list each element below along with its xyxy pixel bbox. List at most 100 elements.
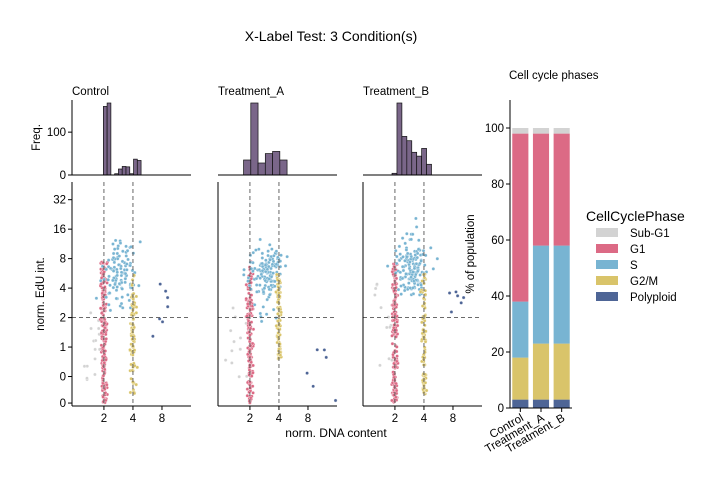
scatter-point [251,391,255,395]
scatter-point [111,251,116,256]
scatter-point [403,241,407,246]
scatter-point [431,267,436,271]
scatter-point [412,279,416,283]
scatter-point [107,302,111,307]
histogram-bar [106,102,112,176]
scatter-point [96,326,101,331]
bar-y-tick-label: 100 [485,123,504,135]
scatter-point [247,368,252,372]
scatter-point [252,303,257,307]
scatter-point [247,349,252,354]
scatter-point [285,254,289,259]
scatter-point [405,251,410,256]
scatter-point [101,374,106,378]
stacked-bar-segment [532,399,550,408]
scatter-x-tick-label: 8 [159,413,165,425]
scatter-point [398,252,402,256]
scatter-point [385,325,389,330]
scatter-point [129,362,133,367]
scatter-y-tick-label: 1 [60,342,66,354]
histogram-bar [411,151,418,176]
scatter-point [114,288,119,292]
scatter-point [112,260,117,265]
histogram-title: Treatment_A [218,86,284,98]
stacked-bar-segment [553,399,570,408]
scatter-panels: 2 4 8 0 0 1 2 4 8 16 32 norm. EdU int. 2 4 8 2 4 8 [35,182,482,425]
scatter-point [160,320,165,324]
scatter-point [409,237,413,242]
scatter-point [400,236,405,240]
scatter-point [447,291,452,295]
scatter-y-tick-label: 32 [53,195,66,207]
histogram-bar [396,102,403,176]
scatter-point [242,267,246,272]
scatter-point [103,325,107,330]
scatter-point [268,243,272,247]
scatter-point [120,259,125,264]
scatter-point [429,246,433,250]
scatter-point [99,316,104,320]
scatter-point [266,253,270,258]
legend-swatch [596,260,618,269]
scatter-point [260,261,264,266]
histogram-y-label: Freq. [31,124,43,151]
histogram-title: Treatment_B [363,86,429,98]
scatter-point [411,286,415,290]
scatter-point [404,248,409,252]
stacked-bar-segment [553,133,570,246]
scatter-point [414,272,418,277]
scatter-point [93,357,97,361]
stacked-bar-segment [532,343,550,400]
scatter-point [258,276,262,280]
histogram-bar [426,163,432,176]
scatter-point [99,282,104,286]
histogram-y-tick-label: 100 [47,127,66,139]
scatter-point [108,308,113,313]
scatter-point [268,258,272,262]
scatter-point [258,237,262,242]
scatter-point [390,334,394,338]
scatter-point [260,256,265,260]
scatter-x-tick-label: 2 [247,413,253,425]
scatter-point [276,282,281,286]
scatter-point [416,269,420,273]
scatter-point [259,319,264,324]
scatter-point [397,244,402,249]
scatter-point [251,327,256,332]
scatter-point [117,281,122,286]
scatter-point [392,318,396,323]
scatter-point [251,250,255,255]
scatter-point [137,283,141,288]
scatter-point [410,232,415,237]
scatter-point [119,301,124,306]
scatter-point [414,261,419,266]
scatter-point [271,259,276,264]
histogram-bar [133,158,138,176]
scatter-point [125,262,129,266]
scatter-point [115,257,120,261]
scatter-point [449,310,454,314]
scatter-point [114,296,119,301]
bar-y-tick-label: 60 [491,235,504,247]
scatter-point [247,339,252,344]
scatter-point [111,242,115,246]
scatter-point [231,306,235,310]
scatter-point [254,283,259,287]
scatter-x-tick-label: 4 [421,413,428,425]
stacked-bar-segment [532,245,550,344]
scatter-point [269,274,274,279]
scatter-y-tick-label: 16 [53,224,66,236]
scatter-point [119,273,124,278]
scatter-point [230,361,234,365]
scatter-y-tick-label: 8 [60,254,66,266]
scatter-point [101,395,105,399]
scatter-point [394,261,399,266]
scatter-point [395,345,399,349]
scatter-point [333,398,338,403]
scatter-point [93,347,97,352]
scatter-point [279,310,283,315]
scatter-point [111,256,116,260]
scatter-point [242,273,246,277]
histogram-bar [401,136,408,176]
scatter-point [263,269,268,274]
